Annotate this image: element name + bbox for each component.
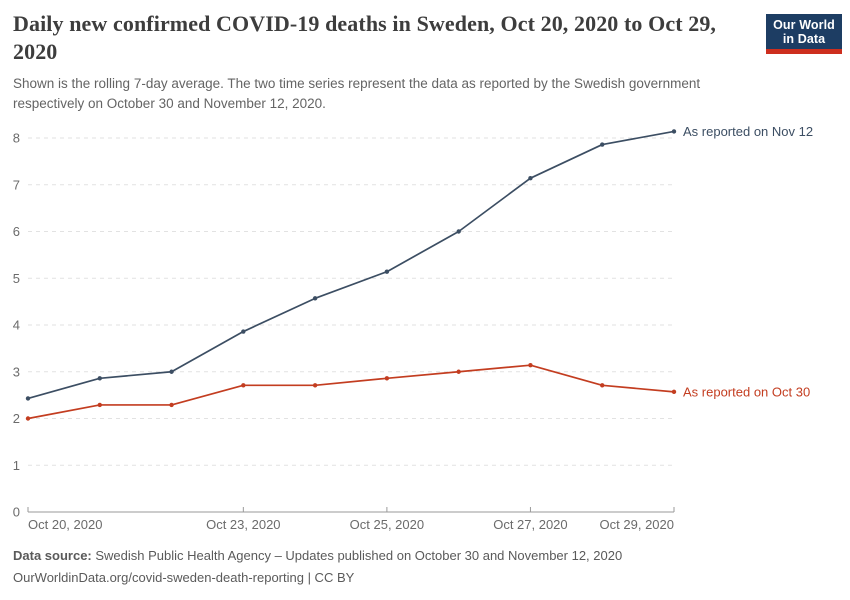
data-point-as-reported-on-oct-30 [671,389,677,395]
x-tick-label: Oct 20, 2020 [28,517,102,532]
data-point-as-reported-on-oct-30 [25,416,31,421]
data-source-label: Data source: [13,548,92,563]
series-line-as-reported-on-oct-30 [27,364,675,420]
data-point-as-reported-on-oct-30 [241,383,246,388]
data-point-as-reported-on-nov-12 [312,296,318,301]
series-label-as-reported-on-nov-12: As reported on Nov 12 [683,124,813,139]
x-tick-label: Oct 25, 2020 [350,517,424,532]
data-point-as-reported-on-nov-12 [169,369,174,374]
owid-logo-line1: Our World [773,18,835,32]
data-point-as-reported-on-oct-30 [312,383,318,388]
owid-logo-line2: in Data [782,32,826,46]
chart-subtitle: Shown is the rolling 7-day average. The … [13,76,701,111]
y-tick-label: 5 [13,271,20,286]
y-tick-label: 7 [13,177,20,192]
y-tick-label: 0 [13,505,20,520]
series-line-as-reported-on-nov-12 [27,130,675,400]
data-source-text: Swedish Public Health Agency – Updates p… [91,548,623,563]
data-point-as-reported-on-oct-30 [600,383,605,388]
y-tick-label: 8 [13,131,20,146]
series-label-as-reported-on-oct-30: As reported on Oct 30 [683,384,810,399]
data-point-as-reported-on-nov-12 [384,269,390,274]
data-point-as-reported-on-nov-12 [97,376,102,381]
chart-footer: Data source: Swedish Public Health Agenc… [13,546,833,588]
x-tick-label: Oct 27, 2020 [493,517,567,532]
line-chart: 0 1 2 3 4 5 6 7 8 Oct 20, 2020 Oct 23, 2020 Oct 25,… [13,124,813,532]
x-tick-label: Oct 23, 2020 [206,517,280,532]
source-link-line: OurWorldinData.org/covid-sweden-death-re… [13,568,833,588]
source-link[interactable]: OurWorldinData.org/covid-sweden-death-re… [13,570,355,585]
data-point-as-reported-on-oct-30 [456,369,461,374]
page-title: Daily new confirmed COVID-19 deaths in S… [13,11,717,64]
data-source-line: Data source: Swedish Public Health Agenc… [13,546,833,566]
data-point-as-reported-on-nov-12 [528,176,533,181]
y-tick-label: 1 [13,458,20,473]
chart-area: 0 1 2 3 4 5 6 7 8 Oct 20, 2020 Oct 23, 2020 Oct 25,… [0,110,850,545]
data-point-as-reported-on-nov-12 [456,229,461,234]
data-point-as-reported-on-nov-12 [600,142,605,147]
data-point-as-reported-on-oct-30 [384,376,390,381]
data-point-as-reported-on-oct-30 [97,402,102,408]
y-tick-label: 6 [13,224,20,239]
data-point-as-reported-on-nov-12 [241,329,246,334]
data-point-as-reported-on-oct-30 [528,363,533,368]
y-tick-label: 2 [13,411,20,426]
y-tick-label: 4 [13,318,20,333]
data-point-as-reported-on-nov-12 [25,396,31,401]
y-tick-label: 3 [13,364,20,379]
owid-logo[interactable]: Our World in Data [766,14,842,54]
x-tick-label: Oct 29, 2020 [600,517,674,532]
data-point-as-reported-on-nov-12 [671,129,677,134]
data-point-as-reported-on-oct-30 [169,402,174,408]
